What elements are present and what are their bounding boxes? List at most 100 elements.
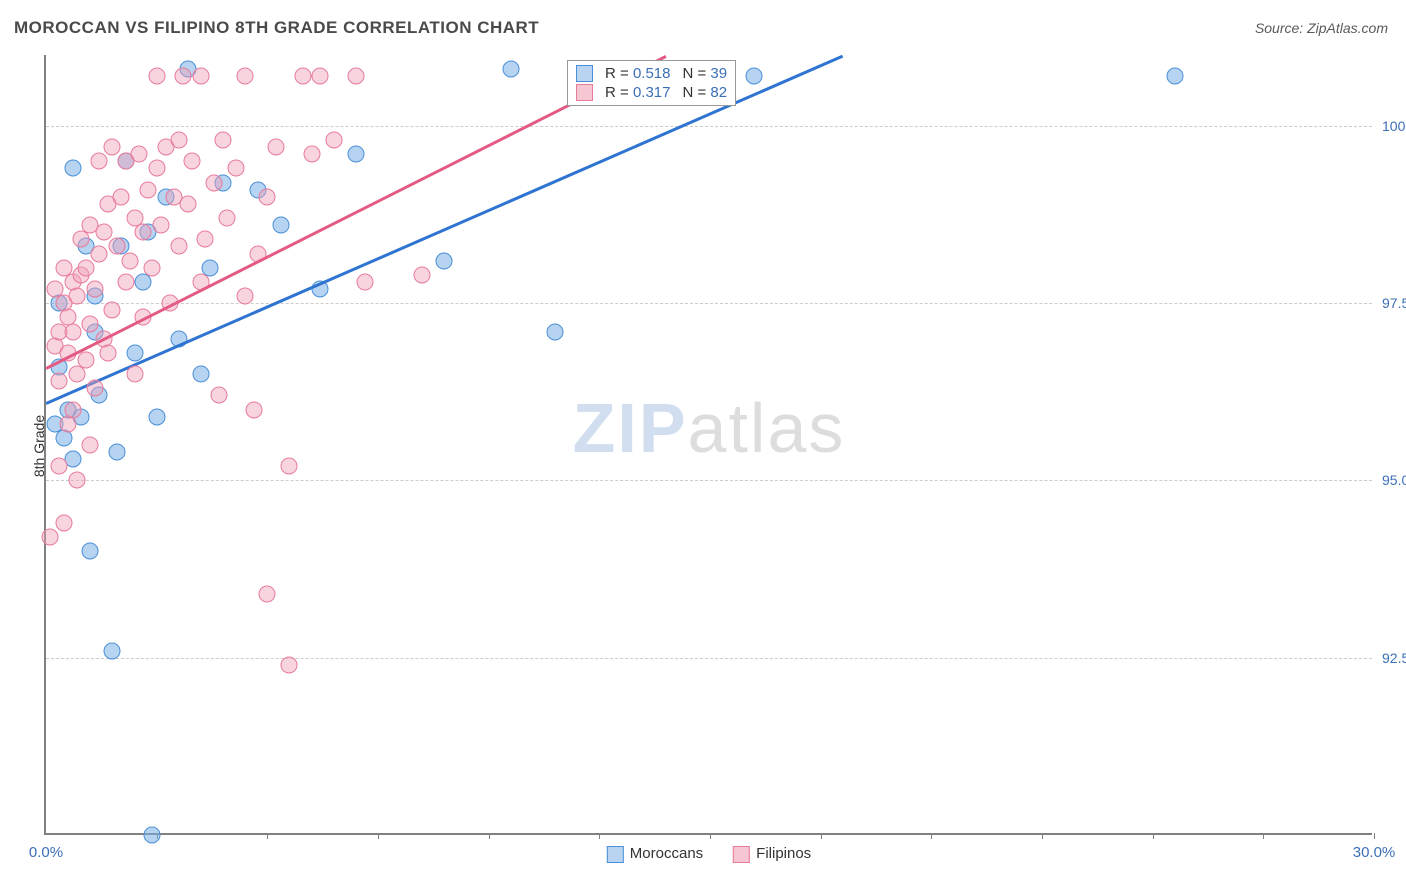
data-point — [148, 68, 165, 85]
x-tick-mark — [1042, 833, 1043, 839]
data-point — [228, 160, 245, 177]
data-point — [104, 139, 121, 156]
data-point — [210, 387, 227, 404]
data-point — [64, 323, 81, 340]
data-point — [104, 642, 121, 659]
data-point — [303, 146, 320, 163]
data-point — [77, 259, 94, 276]
legend-swatch — [607, 846, 624, 863]
data-point — [77, 351, 94, 368]
data-point — [104, 302, 121, 319]
data-point — [135, 224, 152, 241]
grid-line — [46, 658, 1372, 659]
data-point — [86, 380, 103, 397]
data-point — [547, 323, 564, 340]
data-point — [281, 656, 298, 673]
data-point — [170, 238, 187, 255]
data-point — [108, 238, 125, 255]
data-point — [99, 344, 116, 361]
data-point — [414, 266, 431, 283]
legend-swatch — [733, 846, 750, 863]
source-label: Source: ZipAtlas.com — [1255, 20, 1388, 36]
data-point — [436, 252, 453, 269]
data-point — [268, 139, 285, 156]
data-point — [139, 181, 156, 198]
data-point — [130, 146, 147, 163]
data-point — [259, 188, 276, 205]
data-point — [126, 366, 143, 383]
data-point — [237, 68, 254, 85]
data-point — [91, 153, 108, 170]
data-point — [91, 245, 108, 262]
data-point — [312, 68, 329, 85]
correlation-chart: MOROCCAN VS FILIPINO 8TH GRADE CORRELATI… — [0, 0, 1406, 892]
data-point — [219, 210, 236, 227]
y-tick-label: 92.5% — [1382, 650, 1406, 666]
series-legend: Moroccans Filipinos — [607, 845, 811, 863]
data-point — [184, 153, 201, 170]
data-point — [148, 408, 165, 425]
data-point — [51, 458, 68, 475]
data-point — [197, 231, 214, 248]
watermark-atlas: atlas — [688, 389, 846, 467]
legend-swatch — [576, 65, 593, 82]
data-point — [82, 316, 99, 333]
data-point — [192, 366, 209, 383]
x-tick-mark — [710, 833, 711, 839]
x-tick-mark — [931, 833, 932, 839]
data-point — [42, 529, 59, 546]
plot-area: ZIPatlas 92.5%95.0%97.5%100.0%0.0%30.0%R… — [44, 55, 1372, 835]
data-point — [64, 160, 81, 177]
data-point — [246, 401, 263, 418]
legend-label: Moroccans — [630, 845, 703, 862]
data-point — [113, 188, 130, 205]
x-tick-label: 30.0% — [1353, 844, 1396, 861]
legend-item: Filipinos — [733, 845, 811, 863]
legend-label: Filipinos — [756, 845, 811, 862]
x-tick-mark — [378, 833, 379, 839]
data-point — [153, 217, 170, 234]
y-tick-label: 95.0% — [1382, 472, 1406, 488]
legend-item: Moroccans — [607, 845, 703, 863]
data-point — [175, 68, 192, 85]
data-point — [144, 827, 161, 844]
data-point — [502, 61, 519, 78]
data-point — [347, 68, 364, 85]
watermark: ZIPatlas — [573, 388, 846, 468]
grid-line — [46, 126, 1372, 127]
data-point — [95, 224, 112, 241]
data-point — [122, 252, 139, 269]
data-point — [206, 174, 223, 191]
x-tick-mark — [489, 833, 490, 839]
data-point — [126, 344, 143, 361]
data-point — [347, 146, 364, 163]
data-point — [64, 401, 81, 418]
data-point — [281, 458, 298, 475]
data-point — [325, 132, 342, 149]
stat-n: N = 82 — [682, 84, 727, 101]
data-point — [356, 273, 373, 290]
data-point — [215, 132, 232, 149]
data-point — [294, 68, 311, 85]
data-point — [68, 472, 85, 489]
data-point — [179, 195, 196, 212]
stat-n: N = 39 — [682, 65, 727, 82]
stats-legend: R = 0.518 N = 39 R = 0.317 N = 82 — [567, 60, 736, 106]
data-point — [192, 68, 209, 85]
stat-r: R = 0.518 — [605, 65, 670, 82]
x-tick-mark — [1153, 833, 1154, 839]
watermark-zip: ZIP — [573, 389, 688, 467]
data-point — [68, 288, 85, 305]
data-point — [82, 437, 99, 454]
data-point — [86, 281, 103, 298]
chart-title: MOROCCAN VS FILIPINO 8TH GRADE CORRELATI… — [14, 18, 539, 38]
data-point — [117, 273, 134, 290]
y-tick-label: 97.5% — [1382, 295, 1406, 311]
data-point — [82, 543, 99, 560]
legend-swatch — [576, 84, 593, 101]
data-point — [144, 259, 161, 276]
x-tick-mark — [267, 833, 268, 839]
x-tick-mark — [821, 833, 822, 839]
data-point — [1166, 68, 1183, 85]
stat-r: R = 0.317 — [605, 84, 670, 101]
